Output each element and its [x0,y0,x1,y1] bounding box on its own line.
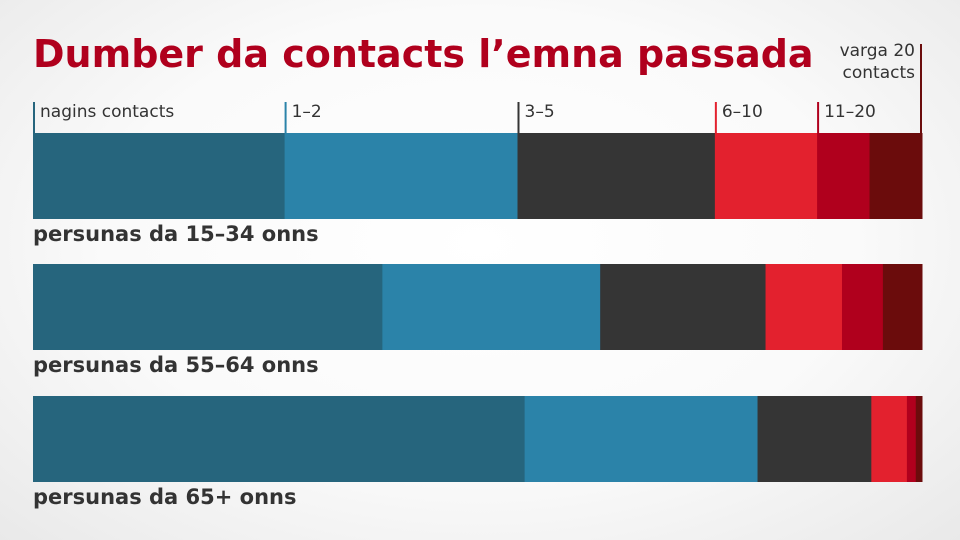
bar-segment-3-6 [915,396,923,482]
chart-title: Dumber da contacts l’emna passada [33,32,814,76]
bar-segment-2-2 [382,264,601,350]
bar-segment-3-3 [757,396,872,482]
bar-segment-3-1 [33,396,526,482]
bar-segment-1-5 [817,133,871,219]
bars [33,133,923,482]
group-labels: persunas da 15–34 onns persunas da 55–64 … [33,222,319,509]
bar-segment-2-4 [765,264,843,350]
legend-label-1: nagins contacts [40,102,174,122]
legend-label-5: 11–20 [824,102,876,122]
bar-segment-2-3 [600,264,767,350]
bar-segment-1-3 [517,133,716,219]
legend-label-3: 3–5 [525,102,555,122]
group-label-2: persunas da 55–64 onns [33,353,319,377]
legend-label-4: 6–10 [722,102,763,122]
bar-segment-1-6 [869,133,923,219]
group-label-3: persunas da 65+ onns [33,485,296,509]
group-label-1: persunas da 15–34 onns [33,222,319,246]
bar-segment-2-6 [882,264,923,350]
bar-segment-3-5 [906,396,917,482]
bar-segment-3-2 [524,396,759,482]
legend-label-2: 1–2 [292,102,322,122]
bar-segment-1-1 [33,133,286,219]
bar-segment-3-4 [871,396,908,482]
bar-segment-2-5 [841,264,884,350]
bar-segment-1-4 [714,133,818,219]
bar-segment-2-1 [33,264,383,350]
legend: nagins contacts 1–2 3–5 6–10 11–20 varga 20 co… [33,41,922,133]
legend-label-6: varga 20 contacts [840,41,916,83]
bar-segment-1-2 [284,133,519,219]
